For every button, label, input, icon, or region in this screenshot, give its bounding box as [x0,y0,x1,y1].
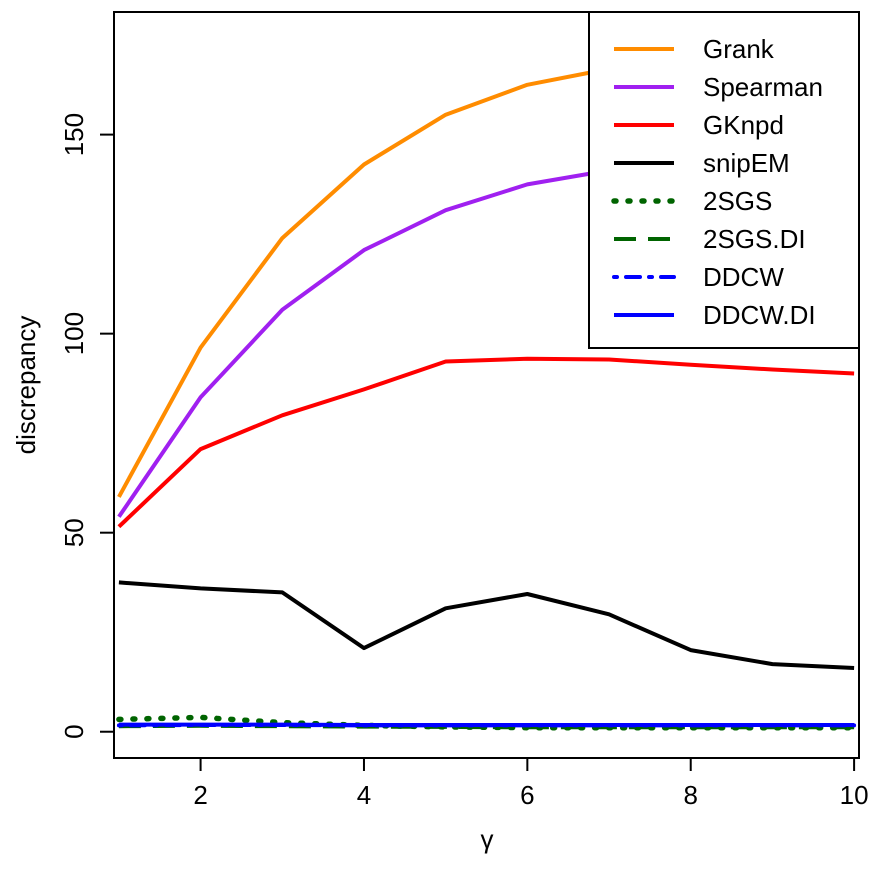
y-tick-label: 0 [59,724,89,738]
y-tick-label: 50 [59,518,89,547]
x-axis-title: γ [481,824,494,854]
x-tick-label: 2 [193,780,207,810]
x-tick-label: 4 [357,780,371,810]
legend-label-2sgs: 2SGS [703,186,772,216]
legend-label-ddcw-di: DDCW.DI [703,300,816,330]
legend: Grank Spearman GKnpd snipEM 2SGS 2SGS.DI DDCW D… [588,11,860,349]
legend-label-2sgs-di: 2SGS.DI [703,224,806,254]
y-axis-title: discrepancy [11,316,41,455]
legend-box [588,11,860,349]
y-tick-label: 100 [59,312,89,355]
legend-label-snipem: snipEM [703,148,790,178]
series-line-gknpd [117,356,855,529]
x-axis: 2 4 6 8 10 [193,757,869,810]
series-line-snipem [118,580,855,670]
legend-label-grank: Grank [703,34,775,64]
x-tick-label: 10 [840,780,869,810]
x-tick-label: 8 [683,780,697,810]
legend-label-spearman: Spearman [703,72,823,102]
y-axis: 0 50 100 150 [59,113,115,739]
legend-label-ddcw: DDCW [703,262,784,292]
y-tick-label: 150 [59,113,89,156]
x-tick-label: 6 [520,780,534,810]
legend-label-gknpd: GKnpd [703,110,784,140]
